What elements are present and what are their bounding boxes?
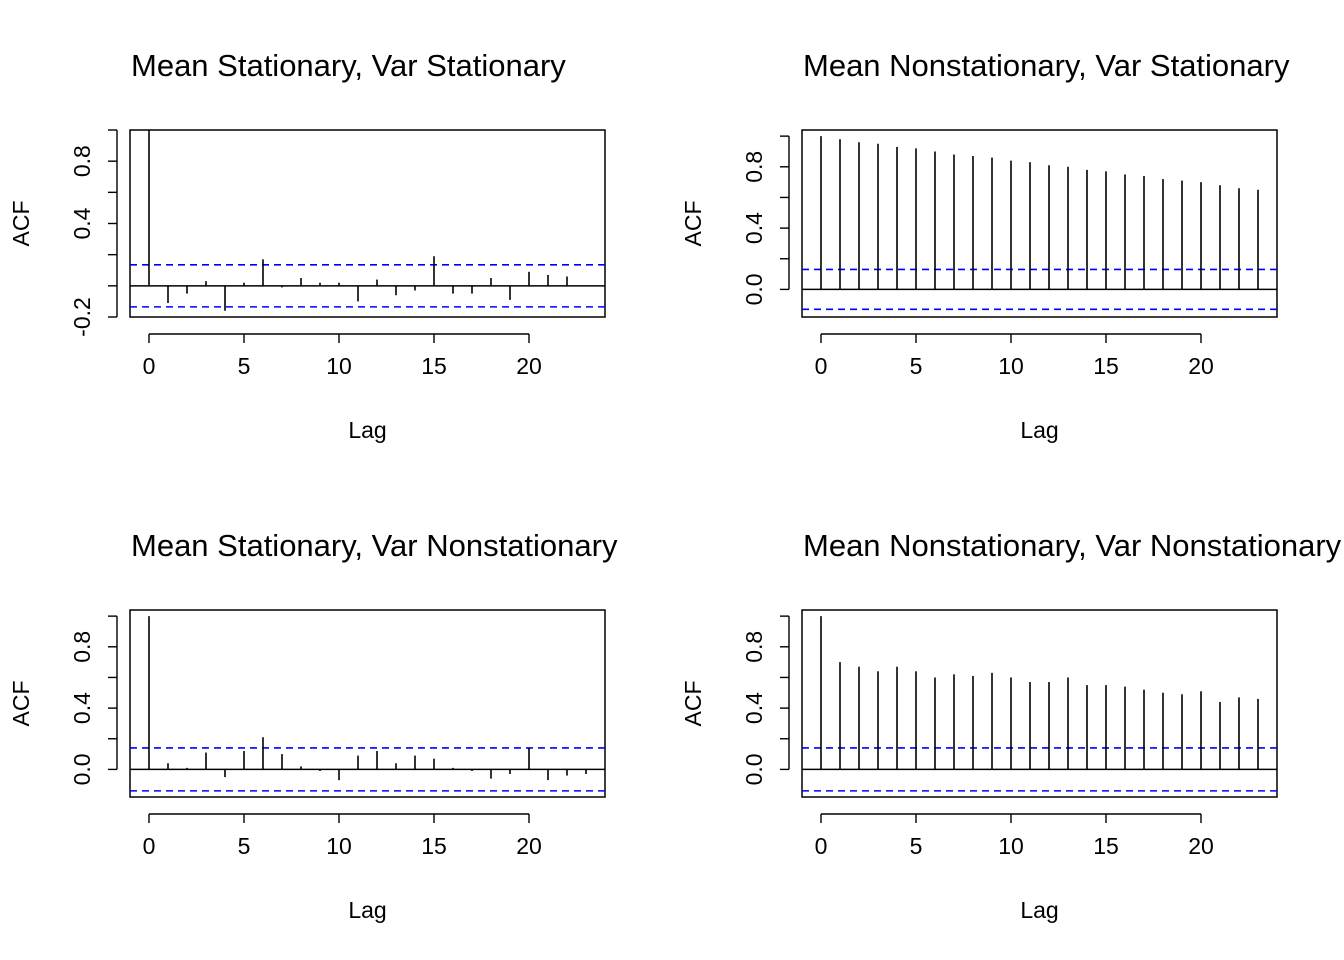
y-tick-label: 0.4 <box>741 692 767 724</box>
x-tick-label: 10 <box>326 833 352 859</box>
x-tick-label: 5 <box>910 833 923 859</box>
x-tick-label: 15 <box>1093 833 1119 859</box>
y-axis-label: ACF <box>8 681 34 727</box>
x-tick-label: 5 <box>910 353 923 379</box>
x-tick-label: 15 <box>1093 353 1119 379</box>
y-tick-label: 0.8 <box>69 631 95 663</box>
y-axis-label: ACF <box>680 201 706 247</box>
x-tick-label: 20 <box>1188 833 1214 859</box>
plot-frame <box>129 609 606 798</box>
acf-panel-4: Mean Nonstationary, Var Nonstationary 0 5 1… <box>680 528 1342 923</box>
x-tick-label: 0 <box>815 833 828 859</box>
y-tick-label: -0.2 <box>69 297 95 337</box>
panel-title: Mean Stationary, Var Stationary <box>131 48 566 83</box>
y-tick-label: 0.0 <box>69 753 95 785</box>
plot-frame <box>801 609 1278 798</box>
x-axis-label: Lag <box>348 897 386 923</box>
y-tick-label: 0.4 <box>741 212 767 244</box>
panel-title: Mean Nonstationary, Var Nonstationary <box>803 528 1342 563</box>
x-tick-label: 20 <box>1188 353 1214 379</box>
x-tick-label: 15 <box>421 353 447 379</box>
x-tick-label: 5 <box>238 833 251 859</box>
plot-frame <box>801 129 1278 318</box>
acf-panel-1: Mean Stationary, Var Stationary 0 5 10 15 20 -… <box>8 48 606 443</box>
panel-title: Mean Stationary, Var Nonstationary <box>131 528 618 563</box>
x-tick-label: 20 <box>516 833 542 859</box>
x-tick-label: 10 <box>998 833 1024 859</box>
x-tick-label: 0 <box>815 353 828 379</box>
y-axis-label: ACF <box>8 201 34 247</box>
x-tick-label: 5 <box>238 353 251 379</box>
y-tick-label: 0.8 <box>741 631 767 663</box>
y-tick-label: 0.4 <box>69 207 95 239</box>
y-axis-label: ACF <box>680 681 706 727</box>
x-tick-label: 0 <box>143 353 156 379</box>
y-tick-label: 0.0 <box>741 753 767 785</box>
y-tick-label: 0.8 <box>741 151 767 183</box>
x-tick-label: 15 <box>421 833 447 859</box>
y-tick-label: 0.8 <box>69 145 95 177</box>
plot-frame <box>129 129 606 318</box>
acf-panel-3: Mean Stationary, Var Nonstationary 0 5 10 15… <box>8 528 618 923</box>
y-tick-label: 0.4 <box>69 692 95 724</box>
x-axis-label: Lag <box>348 417 386 443</box>
y-tick-label: 0.0 <box>741 273 767 305</box>
x-axis-label: Lag <box>1020 417 1058 443</box>
x-axis-label: Lag <box>1020 897 1058 923</box>
x-tick-label: 20 <box>516 353 542 379</box>
acf-panel-2: Mean Nonstationary, Var Stationary 0 5 10 15… <box>680 48 1290 443</box>
x-tick-label: 0 <box>143 833 156 859</box>
x-tick-label: 10 <box>326 353 352 379</box>
x-tick-label: 10 <box>998 353 1024 379</box>
panel-title: Mean Nonstationary, Var Stationary <box>803 48 1290 83</box>
